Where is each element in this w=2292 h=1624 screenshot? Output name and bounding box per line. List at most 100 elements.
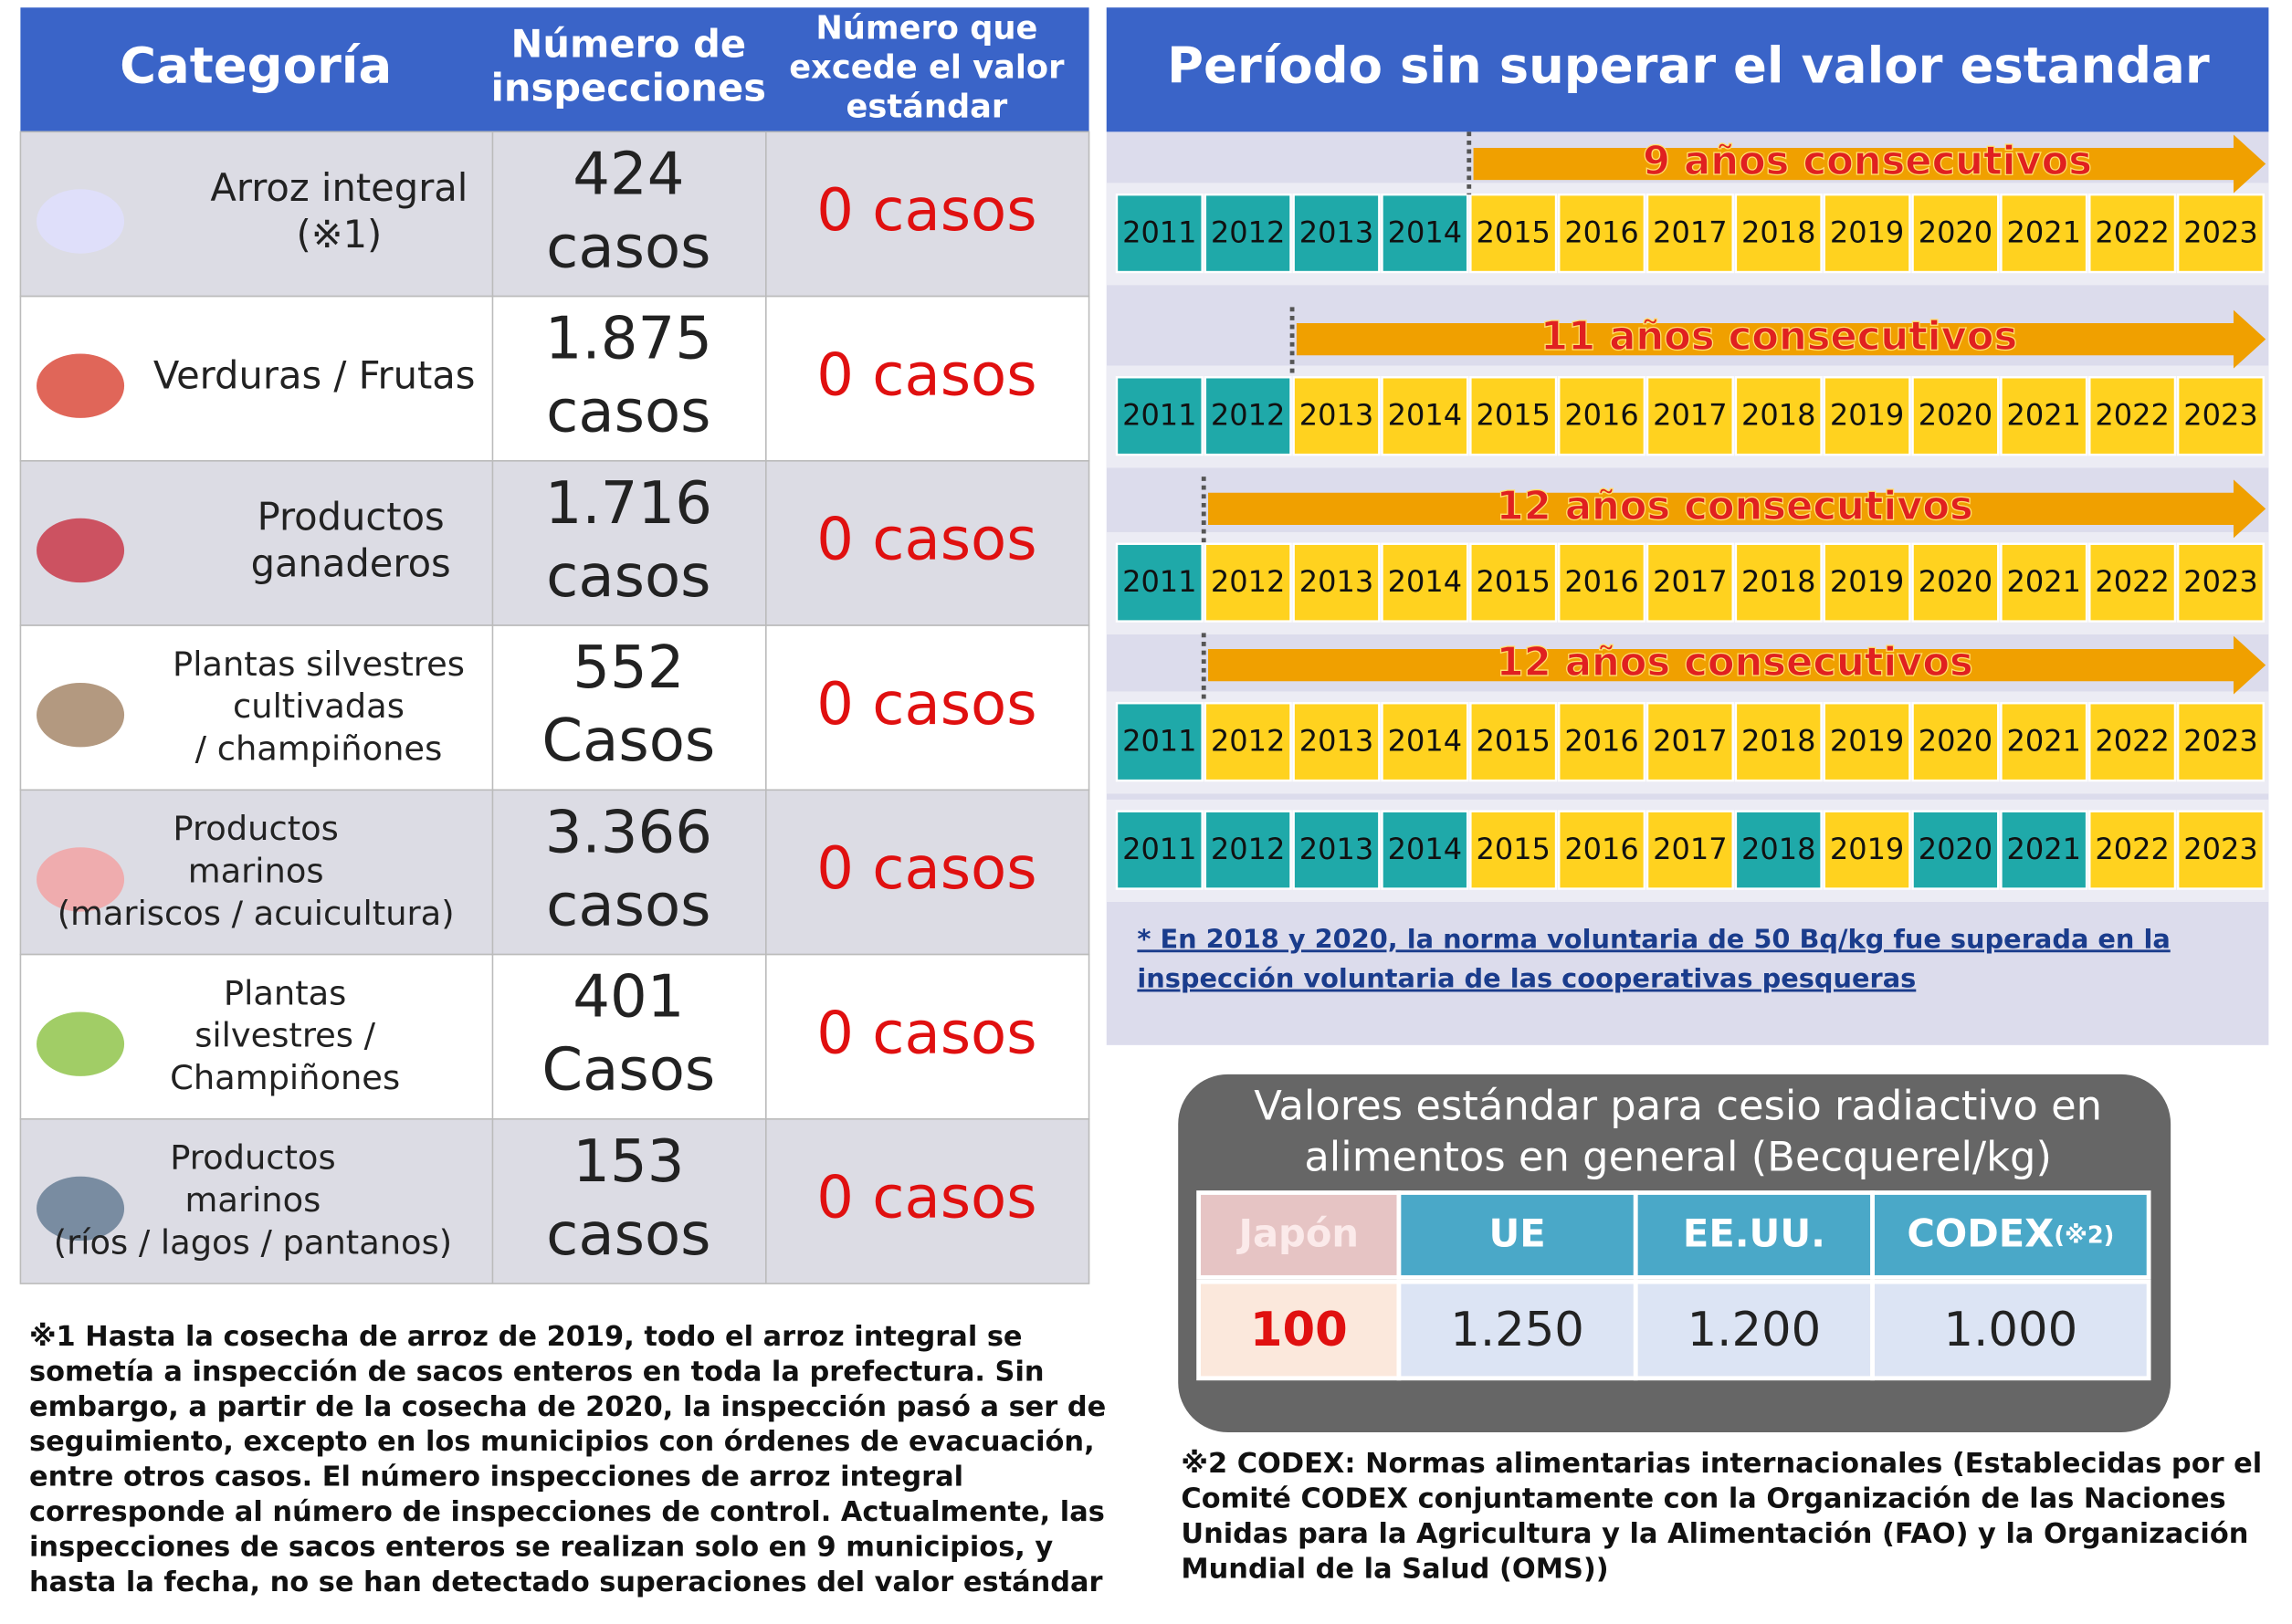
- year-label: 2012: [1211, 397, 1285, 432]
- footnote-rice-line: seguimiento, excepto en los municipios c…: [29, 1426, 1095, 1458]
- year-cell: [1911, 810, 2000, 890]
- category-label-line: Productos: [170, 1137, 335, 1177]
- year-cell: [1823, 702, 1911, 782]
- year-label: 2021: [2007, 564, 2081, 599]
- footnote-codex-line: Comité CODEX conjuntamente con la Organi…: [1181, 1483, 2225, 1514]
- column-header: Número que excede el valor estándar: [789, 9, 1065, 125]
- period-header: [1106, 7, 2269, 132]
- year-cell: [1381, 810, 1469, 890]
- table-row: [19, 624, 1090, 791]
- exceeded-count: 0 casos: [816, 177, 1036, 245]
- inspection-count-line: 424: [573, 141, 684, 208]
- category-icon: [37, 353, 125, 418]
- year-cell: [1645, 376, 1734, 456]
- year-cell: [2176, 810, 2265, 890]
- footnote-rice-line: sometía a inspección de sacos enteros en…: [29, 1356, 1045, 1388]
- year-cell: [1381, 193, 1469, 274]
- standards-title-line: Valores estándar para cesio radiactivo e…: [1254, 1081, 2102, 1129]
- year-cell: [1911, 702, 2000, 782]
- year-cell: [1204, 542, 1292, 623]
- footnote-codex-line: ※2 CODEX: Normas alimentarias internacio…: [1181, 1448, 2262, 1480]
- year-cell: [1645, 193, 1734, 274]
- year-label: 2020: [1919, 723, 1992, 758]
- standards-header-text: Japón: [1235, 1211, 1359, 1256]
- year-cell: [1558, 376, 1646, 456]
- year-label: 2012: [1211, 215, 1285, 249]
- category-label-line: ganaderos: [251, 541, 451, 586]
- year-label: 2021: [2007, 832, 2081, 866]
- inspection-count: 552 Casos: [541, 634, 715, 775]
- year-cell: [1823, 810, 1911, 890]
- year-label: 2022: [2095, 215, 2169, 249]
- year-label: 2019: [1830, 832, 1904, 866]
- inspection-count: 3.366 casos: [545, 799, 712, 939]
- exceeded-count: 0 casos: [816, 671, 1036, 739]
- year-label: 2018: [1741, 397, 1815, 432]
- footnote-rice-line: ※1 Hasta la cosecha de arroz de 2019, to…: [29, 1320, 1023, 1352]
- standards-header-text: UE: [1488, 1211, 1545, 1256]
- year-label: 2011: [1122, 397, 1196, 432]
- exceeded-count: 0 casos: [816, 507, 1036, 574]
- category-label-line: Champiñones: [170, 1058, 400, 1097]
- standards-header: EE.UU.: [1683, 1211, 1825, 1256]
- standards-header: CODEX(※2): [1907, 1211, 2114, 1256]
- inspection-count-line: 552: [573, 634, 684, 702]
- year-label: 2022: [2095, 832, 2169, 866]
- inspection-count: 1.875 casos: [545, 305, 712, 445]
- year-cell: [1823, 376, 1911, 456]
- year-cell: [1204, 702, 1292, 782]
- year-cell: [1645, 702, 1734, 782]
- year-label: 2021: [2007, 215, 2081, 249]
- column-header-line: inspecciones: [491, 66, 766, 110]
- standards-header-cell: [1396, 1190, 1638, 1280]
- column-header-line: Categoría: [120, 37, 392, 95]
- year-cell: [1469, 193, 1558, 274]
- year-label: 2023: [2183, 397, 2257, 432]
- year-cell: [1645, 542, 1734, 623]
- year-cell: [1292, 542, 1381, 623]
- table-row: [19, 460, 1090, 626]
- period-arrow: [1296, 309, 2266, 369]
- standards-value: 1.000: [1944, 1303, 2078, 1357]
- year-cell: [1469, 702, 1558, 782]
- category-label: Productos ganaderos: [251, 494, 451, 585]
- year-cell: [1558, 702, 1646, 782]
- year-label: 2016: [1564, 397, 1638, 432]
- year-label: 2018: [1741, 832, 1815, 866]
- year-label: 2011: [1122, 215, 1196, 249]
- inspection-count-line: casos: [546, 543, 710, 611]
- year-label: 2023: [2183, 723, 2257, 758]
- year-cell: [1469, 376, 1558, 456]
- year-cell: [2176, 542, 2265, 623]
- footnote-rice-line: corresponde al número de inspecciones de…: [29, 1496, 1105, 1528]
- standards-header-text: EE.UU.: [1683, 1211, 1825, 1256]
- year-label: 2011: [1122, 723, 1196, 758]
- year-label: 2019: [1830, 564, 1904, 599]
- standards-value: 100: [1250, 1303, 1348, 1357]
- category-icon: [37, 189, 125, 254]
- year-cell: [2000, 542, 2088, 623]
- category-label: Plantas silvestres / Champiñones: [170, 973, 400, 1097]
- year-cell: [2000, 810, 2088, 890]
- year-cell: [2176, 193, 2265, 274]
- year-label: 2020: [1919, 564, 1992, 599]
- year-cell: [1115, 810, 1204, 890]
- standards-title: Valores estándar para cesio radiactivo e…: [1254, 1081, 2102, 1180]
- year-cell: [1734, 193, 1823, 274]
- year-label: 2016: [1564, 723, 1638, 758]
- year-cell: [1115, 702, 1204, 782]
- year-label: 2015: [1476, 564, 1550, 599]
- year-label: 2014: [1388, 215, 1462, 249]
- codex-mark: (※2): [2054, 1222, 2114, 1250]
- standards-value-cell: [1633, 1279, 1875, 1381]
- category-label: Verduras / Frutas: [153, 353, 476, 398]
- category-icon: [37, 1011, 125, 1076]
- year-label: 2014: [1388, 397, 1462, 432]
- year-cell: [2088, 542, 2177, 623]
- standards-header-cell: [1633, 1190, 1875, 1280]
- category-icon: [37, 847, 125, 912]
- year-cell: [1734, 810, 1823, 890]
- year-cell: [1734, 542, 1823, 623]
- year-label: 2013: [1299, 832, 1373, 866]
